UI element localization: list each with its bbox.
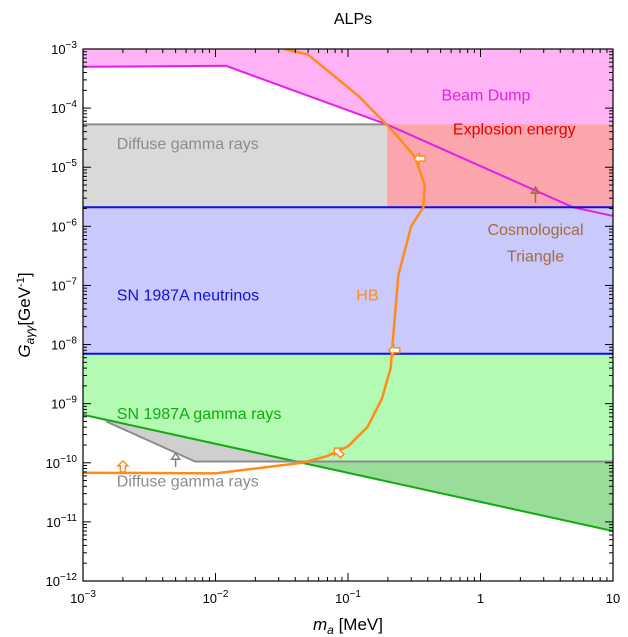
- region-sn-1987a-gamma-rays: [83, 353, 613, 462]
- chart-title: ALPs: [334, 11, 372, 28]
- hb-arrow-head: [413, 151, 426, 166]
- x-tick-label: 10−2: [203, 589, 229, 606]
- lines-layer: [83, 49, 613, 532]
- y-tick-exponent: −6: [66, 217, 78, 228]
- y-tick-exponent: −5: [66, 158, 78, 169]
- y-tick-label: 10−10: [46, 454, 78, 471]
- annotation-hb: HB: [356, 288, 378, 305]
- x-tick-label: 10−3: [70, 589, 96, 606]
- pointer-arrow-head-2: [170, 451, 182, 460]
- y-axis-label-exponent: -1: [15, 277, 27, 287]
- ticks-layer: 10−3 10−2 10−1 1 1010−1210−1110−1010−910−810…: [46, 40, 621, 606]
- y-axis-label-subscript: aγγ: [23, 325, 37, 345]
- region-explosion-energy: [387, 124, 613, 208]
- x-axis-label-subscript: a: [327, 623, 334, 637]
- y-tick-exponent: −12: [60, 572, 77, 583]
- y-tick-exponent: −10: [60, 454, 77, 465]
- x-tick-exponent: −3: [85, 589, 97, 600]
- y-tick-label: 10−6: [51, 217, 77, 234]
- line-diffuse-lower: [105, 420, 613, 463]
- hb-arrow-head: [116, 459, 130, 473]
- x-axis-label-symbol: m: [313, 615, 327, 634]
- y-tick-exponent: −9: [66, 395, 78, 406]
- annotation-explosion-energy: Explosion energy: [453, 122, 576, 139]
- markers-layer: [116, 151, 541, 473]
- y-tick-label: 10−3: [51, 40, 77, 57]
- x-tick-exponent: −2: [217, 589, 229, 600]
- annotation-beam-dump: Beam Dump: [442, 88, 531, 105]
- y-tick-exponent: −4: [66, 99, 78, 110]
- regions-layer: [83, 49, 613, 531]
- line-hb: [83, 49, 427, 475]
- y-tick-label: 10−7: [51, 276, 77, 293]
- y-tick-base: 10: [51, 160, 65, 175]
- annotation-diffuse-gamma-rays: Diffuse gamma rays: [117, 136, 259, 153]
- y-tick-base: 10: [46, 456, 60, 471]
- y-axis-label-unit: [GeV: [15, 286, 34, 325]
- y-tick-label: 10−12: [46, 572, 78, 589]
- y-tick-exponent: −3: [66, 40, 78, 51]
- y-axis-label: Gaγγ[GeV-1]: [15, 272, 37, 357]
- y-tick-label: 10−8: [51, 336, 77, 353]
- y-tick-exponent: −11: [61, 513, 78, 524]
- line-gamma-boundary: [83, 413, 613, 532]
- y-tick-base: 10: [51, 397, 65, 412]
- y-axis-label-close: ]: [15, 272, 34, 277]
- x-tick-label: 10: [606, 591, 620, 606]
- y-tick-base: 10: [46, 515, 60, 530]
- region-beam-dump: [83, 49, 613, 216]
- annotation-triangle: Triangle: [507, 249, 564, 266]
- y-tick-label: 10−4: [51, 99, 77, 116]
- x-axis-label: ma [MeV]: [313, 615, 383, 637]
- y-axis-label-symbol: G: [15, 344, 34, 357]
- y-tick-label: 10−5: [51, 158, 77, 175]
- y-tick-base: 10: [51, 338, 65, 353]
- y-tick-base: 10: [51, 219, 65, 234]
- pointer-arrow-head-1: [530, 185, 541, 194]
- y-tick-label: 10−9: [51, 395, 77, 412]
- annotation-cosmological: Cosmological: [487, 222, 583, 239]
- annotation-sn-1987a-gamma-rays: SN 1987A gamma rays: [117, 406, 282, 423]
- hb-arrow-head: [387, 343, 401, 358]
- y-tick-base: 10: [51, 278, 65, 293]
- region-diffuse-gamma-rays: [83, 124, 388, 208]
- hb-arrow-2: [333, 447, 345, 459]
- y-tick-exponent: −7: [66, 276, 78, 287]
- x-tick-exponent: −1: [350, 589, 362, 600]
- y-tick-base: 10: [46, 574, 60, 589]
- hb-arrow-4: [413, 151, 426, 166]
- hb-arrow-1: [116, 459, 130, 473]
- annotation-sn-1987a-neutrinos: SN 1987A neutrinos: [117, 288, 259, 305]
- y-tick-base: 10: [51, 42, 65, 57]
- y-tick-base: 10: [51, 101, 65, 116]
- y-tick-exponent: −8: [66, 336, 78, 347]
- hb-arrow-head: [333, 447, 345, 459]
- x-tick-label: 10−1: [335, 589, 361, 606]
- x-axis-label-unit: [MeV]: [334, 615, 383, 634]
- hb-arrow-3: [387, 343, 401, 358]
- labels-layer: Beam Dump Diffuse gamma rays Explosion ene…: [117, 88, 584, 491]
- y-tick-label: 10−11: [46, 513, 77, 530]
- annotation-diffuse-gamma-rays: Diffuse gamma rays: [117, 474, 259, 491]
- region-sn-1987a-neutrinos: [83, 207, 613, 354]
- x-tick-label: 1: [477, 591, 484, 606]
